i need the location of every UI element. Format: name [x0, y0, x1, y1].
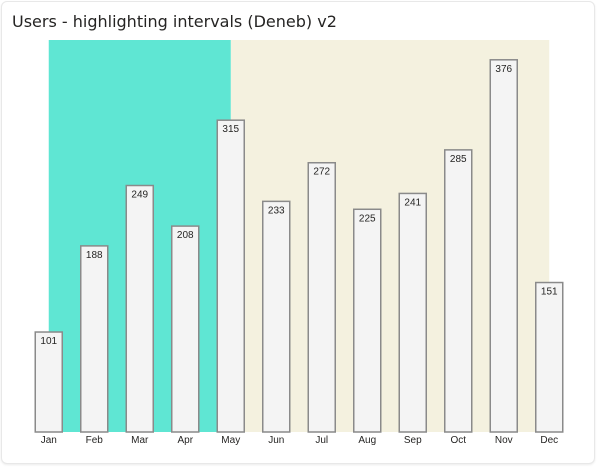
bar-apr[interactable]	[171, 225, 200, 433]
x-tick-mar: Mar	[131, 435, 149, 446]
bar-aug[interactable]	[353, 208, 382, 433]
data-label-jul: 272	[313, 167, 330, 178]
x-axis-ticks: Jan Feb Mar Apr May Jun Jul Aug Sep Oct Nov Dec	[41, 435, 558, 446]
bar-dec[interactable]	[535, 281, 564, 433]
bar-feb[interactable]	[80, 245, 109, 433]
data-label-oct: 285	[450, 154, 467, 165]
bar-jan[interactable]	[34, 331, 63, 433]
x-tick-jul: Jul	[315, 435, 328, 446]
data-label-apr: 208	[177, 230, 194, 241]
x-tick-nov: Nov	[495, 435, 513, 446]
bar-sep[interactable]	[398, 192, 427, 433]
bar-jun[interactable]	[262, 200, 291, 433]
x-tick-sep: Sep	[404, 435, 422, 446]
data-label-feb: 188	[86, 250, 103, 261]
data-labels: 101 188 249 208 315 233 272 225 241 285 376 151	[40, 64, 558, 347]
bar-may[interactable]	[216, 119, 245, 433]
bar-mar[interactable]	[125, 184, 154, 433]
x-tick-dec: Dec	[540, 435, 558, 446]
x-tick-may: May	[221, 435, 240, 446]
x-tick-aug: Aug	[358, 435, 376, 446]
bars	[34, 59, 564, 433]
data-label-aug: 225	[359, 213, 376, 224]
data-label-mar: 249	[131, 190, 148, 201]
x-tick-feb: Feb	[86, 435, 104, 446]
x-tick-apr: Apr	[177, 435, 193, 446]
data-label-jun: 233	[268, 205, 285, 216]
data-label-sep: 241	[404, 197, 421, 208]
data-label-nov: 376	[495, 64, 512, 75]
x-tick-oct: Oct	[450, 435, 466, 446]
x-tick-jan: Jan	[41, 435, 57, 446]
highlight-bands	[48, 40, 550, 432]
data-label-jan: 101	[40, 336, 57, 347]
bar-nov[interactable]	[489, 59, 518, 433]
bar-oct[interactable]	[444, 149, 473, 433]
data-label-dec: 151	[541, 287, 558, 298]
data-label-may: 315	[222, 124, 239, 135]
chart-title: Users - highlighting intervals (Deneb) v…	[12, 12, 337, 31]
bar-jul[interactable]	[307, 161, 336, 433]
x-tick-jun: Jun	[268, 435, 284, 446]
